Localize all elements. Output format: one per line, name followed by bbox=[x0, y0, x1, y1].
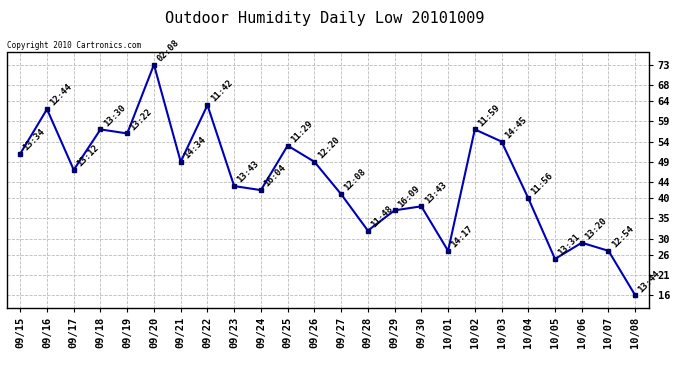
Text: Copyright 2010 Cartronics.com: Copyright 2010 Cartronics.com bbox=[7, 41, 141, 50]
Text: 13:20: 13:20 bbox=[583, 216, 609, 242]
Text: 13:30: 13:30 bbox=[102, 103, 127, 128]
Text: 12:44: 12:44 bbox=[48, 82, 74, 108]
Text: 11:59: 11:59 bbox=[476, 103, 502, 128]
Text: 12:54: 12:54 bbox=[610, 224, 635, 249]
Text: 13:31: 13:31 bbox=[556, 232, 582, 258]
Text: 14:17: 14:17 bbox=[449, 224, 475, 249]
Text: 02:08: 02:08 bbox=[155, 38, 181, 63]
Text: 13:43: 13:43 bbox=[235, 159, 261, 184]
Text: 13:34: 13:34 bbox=[21, 127, 47, 152]
Text: 11:56: 11:56 bbox=[530, 171, 555, 197]
Text: 11:48: 11:48 bbox=[369, 204, 395, 229]
Text: 11:29: 11:29 bbox=[289, 119, 315, 144]
Text: 16:09: 16:09 bbox=[396, 184, 422, 209]
Text: Outdoor Humidity Daily Low 20101009: Outdoor Humidity Daily Low 20101009 bbox=[165, 11, 484, 26]
Text: 12:20: 12:20 bbox=[316, 135, 341, 160]
Text: 13:43: 13:43 bbox=[423, 180, 448, 205]
Text: 14:34: 14:34 bbox=[182, 135, 208, 160]
Text: 16:04: 16:04 bbox=[262, 164, 288, 189]
Text: 13:12: 13:12 bbox=[75, 143, 101, 168]
Text: 13:44: 13:44 bbox=[637, 268, 662, 294]
Text: 14:45: 14:45 bbox=[503, 115, 529, 140]
Text: 12:08: 12:08 bbox=[342, 167, 368, 193]
Text: 13:22: 13:22 bbox=[128, 107, 154, 132]
Text: 11:42: 11:42 bbox=[209, 78, 234, 104]
